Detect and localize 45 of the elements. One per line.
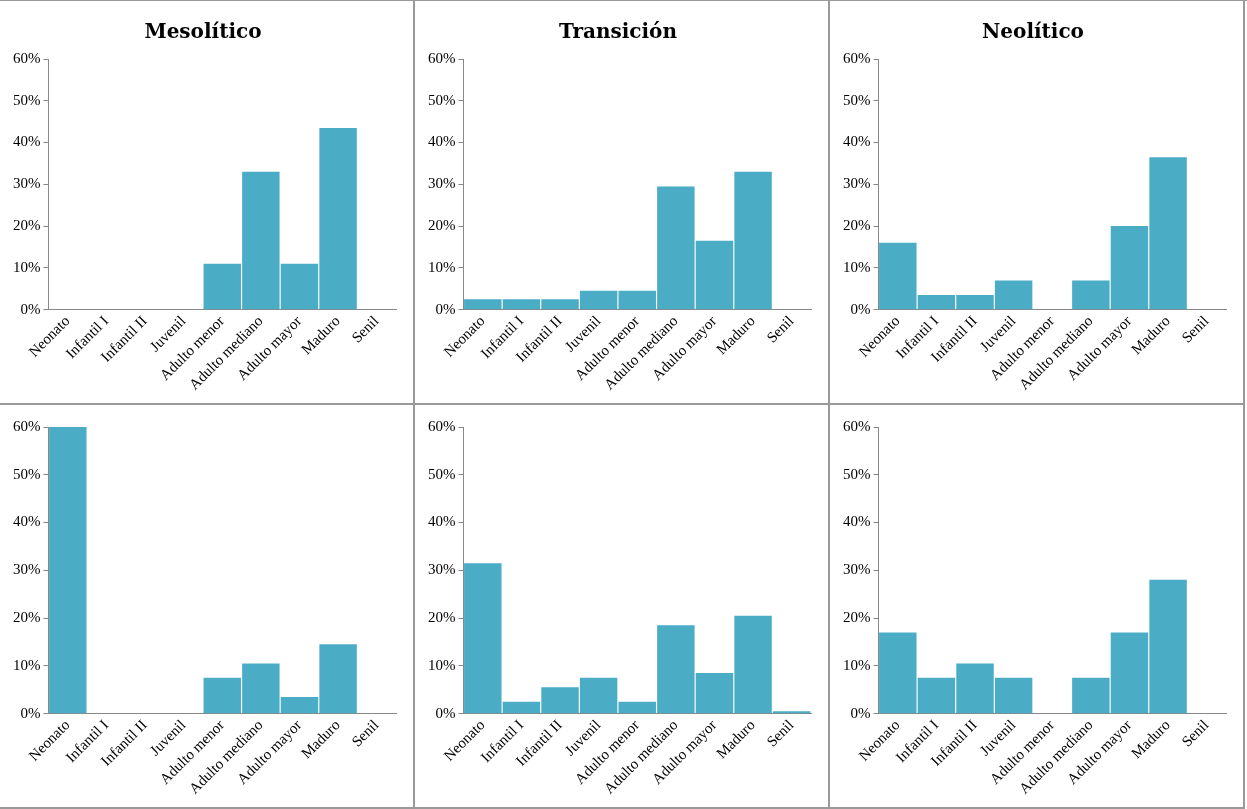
y-tick-label: 10% [428,656,456,673]
y-tick-label: 40% [428,133,456,150]
y-tick-label: 20% [843,217,871,234]
y-tick-label: 50% [428,465,456,482]
y-tick-label: 10% [843,258,871,275]
y-tick-label: 60% [13,417,41,434]
y-tick-label: 0% [850,300,871,317]
y-tick-label: 0% [20,300,41,317]
y-tick-label: 20% [13,609,41,626]
y-tick-label: 40% [13,133,41,150]
y-tick-label: 20% [13,217,41,234]
y-tick-label: 30% [428,561,456,578]
y-tick-label: 10% [843,656,871,673]
y-tick-label: 60% [428,417,456,434]
y-tick-label: 20% [843,609,871,626]
y-tick-label: 40% [843,133,871,150]
y-tick-label: 60% [843,417,871,434]
y-tick-label: 40% [843,513,871,530]
y-tick-label: 0% [850,704,871,721]
y-tick-label: 40% [428,513,456,530]
y-tick-label: 50% [13,465,41,482]
y-tick-label: 30% [13,175,41,192]
y-tick-label: 10% [13,656,41,673]
y-tick-label: 60% [428,49,456,66]
y-tick-label: 20% [428,217,456,234]
y-tick-label: 60% [13,49,41,66]
y-tick-label: 0% [435,704,456,721]
y-tick-label: 20% [428,609,456,626]
y-tick-label: 10% [13,258,41,275]
y-tick-label: 30% [843,175,871,192]
chart-title: Transición [559,19,678,44]
y-tick-label: 60% [843,49,871,66]
y-tick-label: 30% [843,561,871,578]
chart-title: Mesolítico [144,19,262,44]
y-tick-label: 30% [13,561,41,578]
y-tick-label: 50% [843,91,871,108]
chart-title: Neolítico [982,19,1084,44]
y-tick-label: 30% [428,175,456,192]
y-tick-label: 10% [428,258,456,275]
y-tick-label: 50% [843,465,871,482]
y-tick-label: 0% [435,300,456,317]
y-tick-label: 50% [428,91,456,108]
y-tick-label: 50% [13,91,41,108]
y-tick-label: 0% [20,704,41,721]
y-tick-label: 40% [13,513,41,530]
